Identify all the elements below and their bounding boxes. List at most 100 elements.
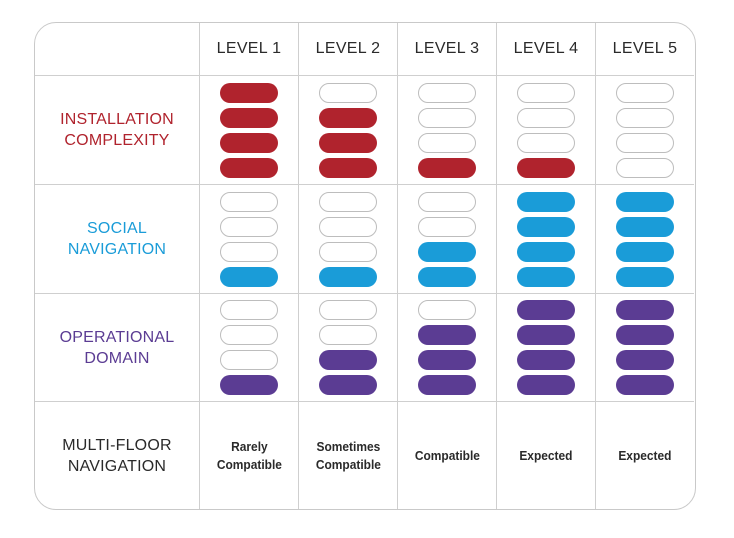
rating-pill-empty [319,325,377,345]
rating-pill-filled [418,241,476,262]
rating-cell [200,76,299,185]
rating-pill-empty [220,325,278,345]
rating-pill-filled [616,191,674,212]
rating-pill-empty [616,82,674,103]
rating-pill-filled [517,191,575,212]
rating-cell [299,294,398,402]
compat-cell: Sometimes Compatible [299,402,398,509]
rating-pill-filled [220,375,278,395]
header-level-4: LEVEL 4 [497,23,596,76]
rating-pill-empty [418,191,476,212]
compat-cell: Rarely Compatible [200,402,299,509]
rating-pill-empty [616,132,674,153]
rating-pill-filled [319,157,377,178]
pill-stack [319,191,377,287]
row-label-cell-installation: INSTALLATION COMPLEXITY [35,76,200,185]
rating-pill-filled [616,350,674,370]
rating-cell [398,76,497,185]
rating-pill-filled [220,82,278,103]
rating-pill-filled [319,350,377,370]
pill-stack [517,300,575,395]
table-grid: LEVEL 1 LEVEL 2 LEVEL 3 LEVEL 4 LEVEL 5 … [35,23,695,509]
rating-pill-empty [220,241,278,262]
header-level-2: LEVEL 2 [299,23,398,76]
compat-value: Expected [618,447,672,463]
rating-cell [497,294,596,402]
row-label-cell-operational: OPERATIONAL DOMAIN [35,294,200,402]
pill-stack [220,191,278,287]
rating-pill-filled [517,300,575,320]
social-navigation-label: SOCIAL NAVIGATION [67,220,167,258]
pill-stack [220,300,278,395]
rating-cell [299,76,398,185]
installation-complexity-label: INSTALLATION COMPLEXITY [60,111,174,149]
rating-cell [398,294,497,402]
level-label: LEVEL 2 [315,40,381,57]
rating-pill-filled [220,132,278,153]
rating-pill-empty [517,82,575,103]
rating-pill-filled [319,107,377,128]
rating-pill-empty [319,82,377,103]
rating-pill-empty [319,300,377,320]
header-corner-cell [35,23,200,76]
rating-pill-filled [616,266,674,287]
rating-pill-filled [418,157,476,178]
pill-stack [319,300,377,395]
rating-pill-filled [319,132,377,153]
rating-cell [497,185,596,294]
rating-pill-empty [418,300,476,320]
rating-pill-filled [517,350,575,370]
rating-pill-empty [418,216,476,237]
rating-cell [200,294,299,402]
pill-stack [418,191,476,287]
row-label-cell-social: SOCIAL NAVIGATION [35,185,200,294]
rating-cell [398,185,497,294]
rating-pill-empty [616,107,674,128]
rating-pill-filled [517,241,575,262]
pill-stack [616,82,674,178]
rating-pill-empty [418,132,476,153]
level-label: LEVEL 4 [513,40,579,57]
header-level-3: LEVEL 3 [398,23,497,76]
rating-pill-filled [517,266,575,287]
pill-stack [220,82,278,178]
rating-cell [299,185,398,294]
rating-pill-filled [517,375,575,395]
level-label: LEVEL 3 [414,40,480,57]
rating-pill-filled [418,266,476,287]
operational-domain-label: OPERATIONAL DOMAIN [59,328,175,367]
compat-value: Rarely Compatible [216,438,282,472]
compat-cell: Expected [596,402,694,509]
rating-pill-filled [517,325,575,345]
rating-pill-filled [616,375,674,395]
rating-pill-filled [220,266,278,287]
compat-value: Expected [519,447,573,463]
level-label: LEVEL 5 [612,40,678,57]
rating-pill-filled [319,266,377,287]
multi-floor-navigation-label: MULTI-FLOOR NAVIGATION [62,436,172,475]
rating-pill-filled [220,107,278,128]
rating-pill-filled [220,157,278,178]
rating-cell [596,185,694,294]
header-level-1: LEVEL 1 [200,23,299,76]
pill-stack [616,191,674,287]
rating-pill-empty [220,350,278,370]
rating-pill-empty [517,132,575,153]
rating-cell [497,76,596,185]
rating-pill-empty [319,241,377,262]
rating-pill-empty [319,216,377,237]
compat-value: Compatible [414,447,480,463]
rating-cell [596,294,694,402]
row-label-cell-multi-floor: MULTI-FLOOR NAVIGATION [35,402,200,509]
rating-pill-empty [220,191,278,212]
rating-cell [200,185,299,294]
rating-pill-empty [418,107,476,128]
rating-pill-empty [517,107,575,128]
pill-stack [517,82,575,178]
rating-pill-filled [418,375,476,395]
rating-pill-filled [517,157,575,178]
pill-stack [418,300,476,395]
pill-stack [319,82,377,178]
level-label: LEVEL 1 [216,40,282,57]
rating-pill-filled [319,375,377,395]
